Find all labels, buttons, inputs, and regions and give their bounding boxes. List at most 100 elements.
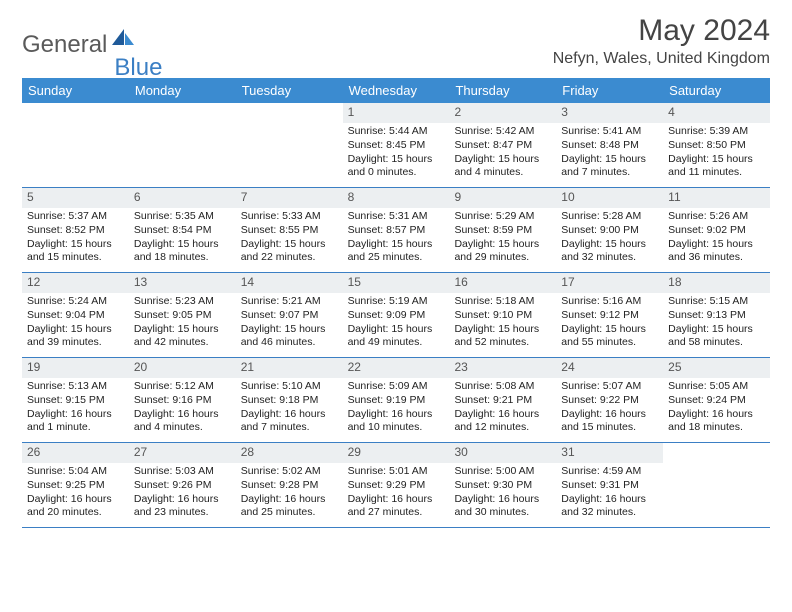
- daylight-line: Daylight: 15 hours and 52 minutes.: [454, 323, 551, 351]
- daylight-line: Daylight: 15 hours and 58 minutes.: [668, 323, 765, 351]
- sunrise-line: Sunrise: 5:28 AM: [561, 210, 658, 224]
- title-block: May 2024 Nefyn, Wales, United Kingdom: [553, 14, 770, 68]
- dow-friday: Friday: [556, 78, 663, 103]
- calendar-cell: 19 Sunrise: 5:13 AMSunset: 9:15 PMDayligh…: [22, 358, 129, 442]
- calendar-cell-empty: [663, 443, 770, 527]
- header: General Blue May 2024 Nefyn, Wales, Unit…: [22, 14, 770, 70]
- day-number: 6: [129, 188, 236, 208]
- daylight-line: Daylight: 15 hours and 32 minutes.: [561, 238, 658, 266]
- cell-body: Sunrise: 5:04 AMSunset: 9:25 PMDaylight:…: [22, 465, 129, 524]
- location: Nefyn, Wales, United Kingdom: [553, 50, 770, 68]
- daylight-line: Daylight: 16 hours and 1 minute.: [27, 408, 124, 436]
- sunrise-line: Sunrise: 5:31 AM: [348, 210, 445, 224]
- day-number: 11: [663, 188, 770, 208]
- day-number: 14: [236, 273, 343, 293]
- daylight-line: Daylight: 15 hours and 39 minutes.: [27, 323, 124, 351]
- daylight-line: Daylight: 16 hours and 32 minutes.: [561, 493, 658, 521]
- sunset-line: Sunset: 9:00 PM: [561, 224, 658, 238]
- sunrise-line: Sunrise: 5:41 AM: [561, 125, 658, 139]
- daylight-line: Daylight: 15 hours and 36 minutes.: [668, 238, 765, 266]
- dow-thursday: Thursday: [449, 78, 556, 103]
- sunset-line: Sunset: 8:54 PM: [134, 224, 231, 238]
- cell-body: Sunrise: 5:08 AMSunset: 9:21 PMDaylight:…: [449, 380, 556, 439]
- sunrise-line: Sunrise: 5:09 AM: [348, 380, 445, 394]
- daylight-line: Daylight: 15 hours and 29 minutes.: [454, 238, 551, 266]
- daylight-line: Daylight: 16 hours and 4 minutes.: [134, 408, 231, 436]
- sunrise-line: Sunrise: 5:07 AM: [561, 380, 658, 394]
- day-number: 15: [343, 273, 450, 293]
- sunrise-line: Sunrise: 5:03 AM: [134, 465, 231, 479]
- logo-text-blue: Blue: [114, 54, 162, 82]
- daylight-line: Daylight: 16 hours and 20 minutes.: [27, 493, 124, 521]
- cell-body: Sunrise: 5:07 AMSunset: 9:22 PMDaylight:…: [556, 380, 663, 439]
- daylight-line: Daylight: 15 hours and 25 minutes.: [348, 238, 445, 266]
- cell-body: Sunrise: 5:26 AMSunset: 9:02 PMDaylight:…: [663, 210, 770, 269]
- sunrise-line: Sunrise: 5:13 AM: [27, 380, 124, 394]
- daylight-line: Daylight: 15 hours and 18 minutes.: [134, 238, 231, 266]
- week-row: 19Sunrise: 5:13 AMSunset: 9:15 PMDayligh…: [22, 358, 770, 443]
- sunset-line: Sunset: 9:30 PM: [454, 479, 551, 493]
- cell-body: Sunrise: 5:01 AMSunset: 9:29 PMDaylight:…: [343, 465, 450, 524]
- calendar: SundayMondayTuesdayWednesdayThursdayFrid…: [22, 78, 770, 528]
- calendar-cell: 5Sunrise: 5:37 AMSunset: 8:52 PMDaylight…: [22, 188, 129, 272]
- sunrise-line: Sunrise: 5:18 AM: [454, 295, 551, 309]
- sunrise-line: Sunrise: 5:01 AM: [348, 465, 445, 479]
- sunrise-line: Sunrise: 5:33 AM: [241, 210, 338, 224]
- day-number: 19: [22, 358, 129, 378]
- sunset-line: Sunset: 9:18 PM: [241, 394, 338, 408]
- sunset-line: Sunset: 9:16 PM: [134, 394, 231, 408]
- sunset-line: Sunset: 9:28 PM: [241, 479, 338, 493]
- day-number: 29: [343, 443, 450, 463]
- calendar-cell: 28Sunrise: 5:02 AMSunset: 9:28 PMDayligh…: [236, 443, 343, 527]
- cell-body: Sunrise: 5:35 AMSunset: 8:54 PMDaylight:…: [129, 210, 236, 269]
- daylight-line: Daylight: 15 hours and 42 minutes.: [134, 323, 231, 351]
- logo-text-general: General: [22, 31, 107, 59]
- cell-body: Sunrise: 5:15 AMSunset: 9:13 PMDaylight:…: [663, 295, 770, 354]
- day-number: 30: [449, 443, 556, 463]
- sunset-line: Sunset: 9:12 PM: [561, 309, 658, 323]
- sunset-line: Sunset: 9:13 PM: [668, 309, 765, 323]
- day-number: 24: [556, 358, 663, 378]
- logo: General Blue: [22, 20, 162, 70]
- sunrise-line: Sunrise: 5:24 AM: [27, 295, 124, 309]
- week-row: 5 Sunrise: 5:37 AMSunset: 8:52 PM Daylight…: [22, 188, 770, 273]
- cell-body: Sunrise: 5:05 AMSunset: 9:24 PMDaylight:…: [663, 380, 770, 439]
- cell-body: Sunrise: 5:21 AMSunset: 9:07 PMDaylight:…: [236, 295, 343, 354]
- sunset-line: Sunset: 8:52 PM: [27, 224, 124, 238]
- calendar-cell: 6Sunrise: 5:35 AMSunset: 8:54 PMDaylight…: [129, 188, 236, 272]
- calendar-cell-empty: [22, 103, 129, 187]
- day-number: 8: [343, 188, 450, 208]
- cell-body: Sunrise: 5:42 AMSunset: 8:47 PMDaylight:…: [449, 125, 556, 184]
- weeks-container: 1Sunrise: 5:44 AMSunset: 8:45 PMDaylight…: [22, 103, 770, 528]
- day-number: 25: [663, 358, 770, 378]
- day-number: 31: [556, 443, 663, 463]
- daylight-line: Daylight: 15 hours and 55 minutes.: [561, 323, 658, 351]
- calendar-cell: 30Sunrise: 5:00 AMSunset: 9:30 PMDayligh…: [449, 443, 556, 527]
- sunset-line: Sunset: 8:47 PM: [454, 139, 551, 153]
- cell-body: Sunrise: 5:33 AMSunset: 8:55 PMDaylight:…: [236, 210, 343, 269]
- dow-wednesday: Wednesday: [343, 78, 450, 103]
- dow-sunday: Sunday: [22, 78, 129, 103]
- sunrise-line: Sunrise: 5:05 AM: [668, 380, 765, 394]
- sunset-line: Sunset: 9:22 PM: [561, 394, 658, 408]
- day-number: 3: [556, 103, 663, 123]
- calendar-cell: 18Sunrise: 5:15 AMSunset: 9:13 PMDayligh…: [663, 273, 770, 357]
- day-number: 1: [343, 103, 450, 123]
- sunset-line: Sunset: 9:09 PM: [348, 309, 445, 323]
- sunrise-line: Sunrise: 5:23 AM: [134, 295, 231, 309]
- sunrise-line: Sunrise: 5:37 AM: [27, 210, 124, 224]
- daylight-line: Daylight: 15 hours and 22 minutes.: [241, 238, 338, 266]
- cell-body: Sunrise: 5:44 AMSunset: 8:45 PMDaylight:…: [343, 125, 450, 184]
- calendar-cell: 15Sunrise: 5:19 AMSunset: 9:09 PMDayligh…: [343, 273, 450, 357]
- sunset-line: Sunset: 9:15 PM: [27, 394, 124, 408]
- sunset-line: Sunset: 9:10 PM: [454, 309, 551, 323]
- day-number: 5: [22, 188, 129, 208]
- day-number: 20: [129, 358, 236, 378]
- cell-body: Sunrise: 5:24 AMSunset: 9:04 PMDaylight:…: [22, 295, 129, 354]
- calendar-cell: 13Sunrise: 5:23 AMSunset: 9:05 PMDayligh…: [129, 273, 236, 357]
- day-number: 9: [449, 188, 556, 208]
- month-title: May 2024: [553, 14, 770, 48]
- day-number: 17: [556, 273, 663, 293]
- calendar-cell: 31Sunrise: 4:59 AMSunset: 9:31 PMDayligh…: [556, 443, 663, 527]
- cell-body: Sunrise: 5:28 AMSunset: 9:00 PMDaylight:…: [556, 210, 663, 269]
